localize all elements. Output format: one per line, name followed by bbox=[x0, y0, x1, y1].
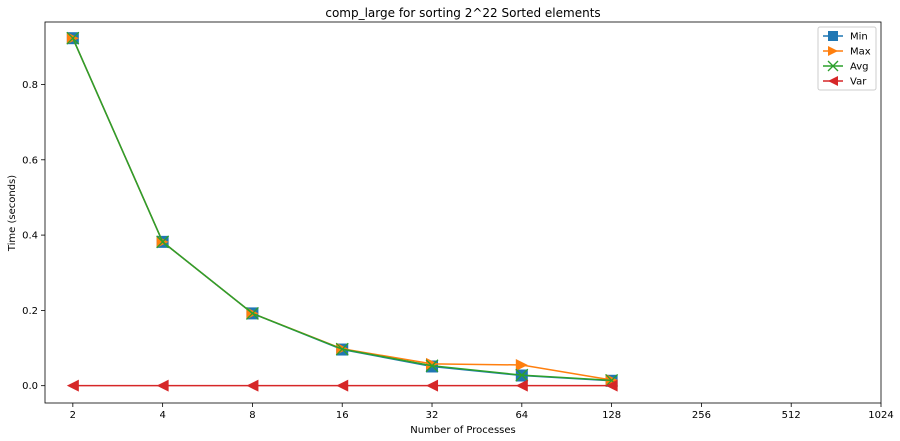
legend-entry-avg: Avg bbox=[823, 60, 869, 73]
x-marker-stroke bbox=[425, 359, 439, 373]
data-point-avg bbox=[515, 368, 529, 382]
x-marker-stroke bbox=[156, 235, 170, 249]
x-axis: 2 4 8 16 32 64 128 256 512 1024 bbox=[70, 403, 894, 421]
data-point-var bbox=[66, 379, 79, 392]
data-point-var bbox=[605, 379, 618, 392]
x-marker-stroke bbox=[515, 368, 529, 382]
data-point-max bbox=[515, 358, 528, 371]
data-point-avg bbox=[156, 235, 170, 249]
data-point-avg bbox=[245, 306, 259, 320]
data-point-var bbox=[426, 379, 439, 392]
data-point-var bbox=[336, 379, 349, 392]
x-tick-label: 8 bbox=[249, 410, 255, 421]
x-tick-label: 4 bbox=[159, 410, 165, 421]
y-axis: 0.0 0.2 0.4 0.6 0.8 bbox=[22, 80, 45, 392]
y-tick-label: 0.2 bbox=[22, 306, 38, 317]
legend-entry-var: Var bbox=[823, 76, 867, 88]
x-marker-stroke bbox=[605, 373, 619, 387]
series-avg bbox=[66, 31, 619, 387]
legend-marker bbox=[828, 31, 838, 41]
data-point-var bbox=[246, 379, 259, 392]
x-tick-label: 32 bbox=[426, 410, 439, 421]
data-point-max bbox=[426, 357, 439, 370]
data-point-var bbox=[156, 379, 169, 392]
legend-label: Var bbox=[850, 77, 867, 88]
x-marker-stroke bbox=[827, 60, 839, 72]
legend-frame bbox=[817, 26, 877, 91]
series-var bbox=[66, 379, 618, 392]
legend-entry-min: Min bbox=[823, 31, 868, 43]
y-tick-label: 0.8 bbox=[22, 80, 38, 91]
legend-label: Max bbox=[850, 47, 871, 58]
chart-title: comp_large for sorting 2^22 Sorted eleme… bbox=[325, 6, 600, 20]
x-marker-stroke bbox=[66, 31, 80, 45]
x-tick-label: 512 bbox=[782, 410, 801, 421]
plot-area bbox=[44, 21, 882, 404]
legend-marker bbox=[828, 76, 838, 86]
series-layer bbox=[66, 31, 619, 392]
data-point-avg bbox=[425, 359, 439, 373]
legend-label: Min bbox=[850, 32, 868, 43]
y-tick-label: 0.4 bbox=[22, 231, 38, 242]
data-point-var bbox=[515, 379, 528, 392]
legend-label: Avg bbox=[850, 62, 869, 73]
x-tick-label: 2 bbox=[70, 410, 76, 421]
x-axis-label: Number of Processes bbox=[410, 425, 515, 436]
data-point-avg bbox=[66, 31, 80, 45]
legend-entry-max: Max bbox=[823, 46, 871, 58]
x-marker-stroke bbox=[245, 306, 259, 320]
x-tick-label: 64 bbox=[515, 410, 528, 421]
y-tick-label: 0.6 bbox=[22, 155, 38, 166]
x-tick-label: 128 bbox=[602, 410, 621, 421]
legend-marker bbox=[827, 60, 839, 72]
legend: Min Max Avg Var bbox=[817, 26, 877, 91]
x-tick-label: 256 bbox=[692, 410, 711, 421]
legend-marker bbox=[828, 46, 838, 56]
data-point-avg bbox=[335, 342, 349, 356]
y-axis-label: Time (seconds) bbox=[7, 175, 18, 252]
x-tick-label: 1024 bbox=[868, 410, 893, 421]
x-marker-stroke bbox=[335, 342, 349, 356]
y-tick-label: 0.0 bbox=[22, 381, 38, 392]
x-tick-label: 16 bbox=[336, 410, 349, 421]
